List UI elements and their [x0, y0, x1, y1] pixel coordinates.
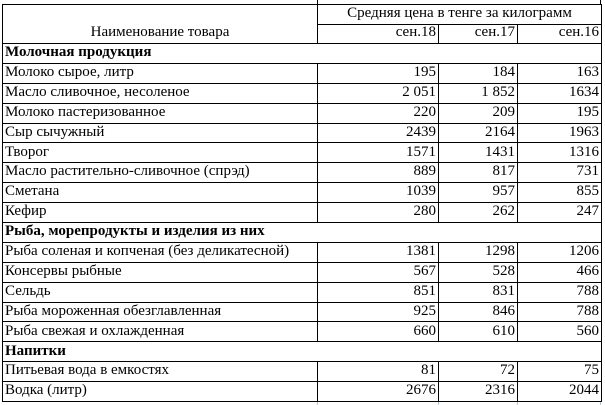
table-body: Молочная продукция Молоко сырое, литр 195 1… — [1, 43, 603, 403]
section-title: Молочная продукция — [1, 43, 603, 64]
name-column-header: Наименование товара — [2, 4, 318, 44]
section-title: Рыба, морепродукты и изделия из них — [1, 222, 603, 243]
period-header-sep18: сен.18 — [317, 24, 439, 44]
price-cell: 2044 — [516, 381, 603, 403]
price-cell: 567 — [317, 261, 439, 283]
product-name-cell: Молоко пастеризованное — [2, 102, 318, 124]
product-name-cell: Питьевая вода в емкостях — [2, 361, 318, 383]
header-row-periods: сен.18 сен.17 сен.16 — [3, 24, 603, 44]
price-cell: 262 — [438, 202, 518, 224]
price-cell: 788 — [516, 281, 603, 303]
gridline-stub — [317, 0, 318, 4]
product-row: Масло сливочное, несоленое 2 051 1 852 1634 — [2, 82, 603, 104]
product-row: Сыр сычужный 2439 2164 1963 — [2, 122, 603, 144]
product-name-cell: Рыба соленая и копченая (без деликатесно… — [2, 241, 318, 263]
period-header-sep16: сен.16 — [516, 24, 603, 44]
price-cell: 209 — [438, 102, 518, 124]
price-cell: 889 — [317, 162, 439, 184]
product-row: Масло растительно-сливочное (спрэд) 889 81… — [2, 162, 603, 184]
product-name-cell: Сметана — [2, 182, 318, 204]
price-cell: 855 — [516, 182, 603, 204]
product-row: Рыба свежая и охлажденная 660 610 560 — [2, 321, 603, 343]
price-cell: 1298 — [438, 241, 518, 263]
product-name-cell: Кефир — [2, 202, 318, 224]
price-cell: 788 — [516, 301, 603, 323]
section-row: Напитки — [1, 341, 603, 363]
price-cell: 1206 — [516, 241, 603, 263]
product-name-cell: Масло сливочное, несоленое — [2, 82, 318, 104]
price-cell: 466 — [516, 261, 603, 283]
product-row: Консервы рыбные 567 528 466 — [2, 261, 603, 283]
price-cell: 220 — [317, 102, 439, 124]
price-cell: 81 — [317, 361, 439, 383]
price-cell: 72 — [438, 361, 518, 383]
price-cell: 846 — [438, 301, 518, 323]
gridline-stub — [317, 401, 318, 405]
price-cell: 2676 — [317, 381, 439, 403]
price-cell: 75 — [516, 361, 603, 383]
price-cell: 1039 — [317, 182, 439, 204]
price-cell: 184 — [438, 62, 518, 84]
product-row: Творог 1571 1431 1316 — [2, 142, 603, 164]
price-cell: 831 — [438, 281, 518, 303]
product-name-cell: Сыр сычужный — [2, 122, 318, 144]
product-name-cell: Консервы рыбные — [2, 261, 318, 283]
product-name-cell: Сельдь — [2, 281, 318, 303]
product-row: Кефир 280 262 247 — [2, 202, 603, 224]
price-cell: 1571 — [317, 142, 439, 164]
average-price-table: Наименование товара Средняя цена в тенге… — [1, 4, 603, 403]
period-header-sep17: сен.17 — [438, 24, 518, 44]
product-row: Молоко сырое, литр 195 184 163 — [2, 62, 603, 84]
product-row: Сметана 1039 957 855 — [2, 182, 603, 204]
price-cell: 1 852 — [438, 82, 518, 104]
price-cell: 957 — [438, 182, 518, 204]
price-cell: 2439 — [317, 122, 439, 144]
header-row-group: Наименование товара Средняя цена в тенге… — [2, 4, 603, 44]
section-row: Молочная продукция — [1, 43, 603, 64]
price-cell: 2316 — [438, 381, 518, 403]
price-cell: 817 — [438, 162, 518, 184]
price-cell: 2164 — [438, 122, 518, 144]
price-cell: 280 — [317, 202, 439, 224]
price-cell: 528 — [438, 261, 518, 283]
price-cell: 1963 — [516, 122, 603, 144]
price-cell: 1634 — [516, 82, 603, 104]
price-cell: 247 — [516, 202, 603, 224]
price-cell: 1431 — [438, 142, 518, 164]
price-cell: 195 — [317, 62, 439, 84]
price-cell: 610 — [438, 321, 518, 343]
price-cell: 560 — [516, 321, 603, 343]
section-title: Напитки — [1, 341, 603, 363]
price-cell: 1381 — [317, 241, 439, 263]
product-row: Водка (литр) 2676 2316 2044 — [2, 381, 603, 403]
price-cell: 195 — [516, 102, 603, 124]
product-name-cell: Рыба мороженная обезглавленная — [2, 301, 318, 323]
price-cell: 731 — [516, 162, 603, 184]
product-row: Рыба мороженная обезглавленная 925 846 788 — [2, 301, 603, 323]
price-cell: 1316 — [516, 142, 603, 164]
price-cell: 660 — [317, 321, 439, 343]
section-row: Рыба, морепродукты и изделия из них — [1, 222, 603, 243]
gridline-stub — [438, 401, 439, 405]
price-cell: 163 — [516, 62, 603, 84]
product-row: Питьевая вода в емкостях 81 72 75 — [2, 361, 603, 383]
gridline-stub — [600, 401, 601, 405]
product-name-cell: Молоко сырое, литр — [2, 62, 318, 84]
product-row: Молоко пастеризованное 220 209 195 — [2, 102, 603, 124]
price-group-header: Средняя цена в тенге за килограмм — [316, 4, 603, 25]
product-name-cell: Масло растительно-сливочное (спрэд) — [2, 162, 318, 184]
product-name-cell: Водка (литр) — [2, 381, 318, 403]
product-row: Рыба соленая и копченая (без деликатесно… — [2, 241, 603, 263]
price-cell: 851 — [317, 281, 439, 303]
gridline-stub — [517, 401, 518, 405]
product-name-cell: Рыба свежая и охлажденная — [2, 321, 318, 343]
product-name-cell: Творог — [2, 142, 318, 164]
price-cell: 925 — [317, 301, 439, 323]
price-cell: 2 051 — [317, 82, 439, 104]
product-row: Сельдь 851 831 788 — [2, 281, 603, 303]
gridline-stub — [600, 0, 601, 4]
